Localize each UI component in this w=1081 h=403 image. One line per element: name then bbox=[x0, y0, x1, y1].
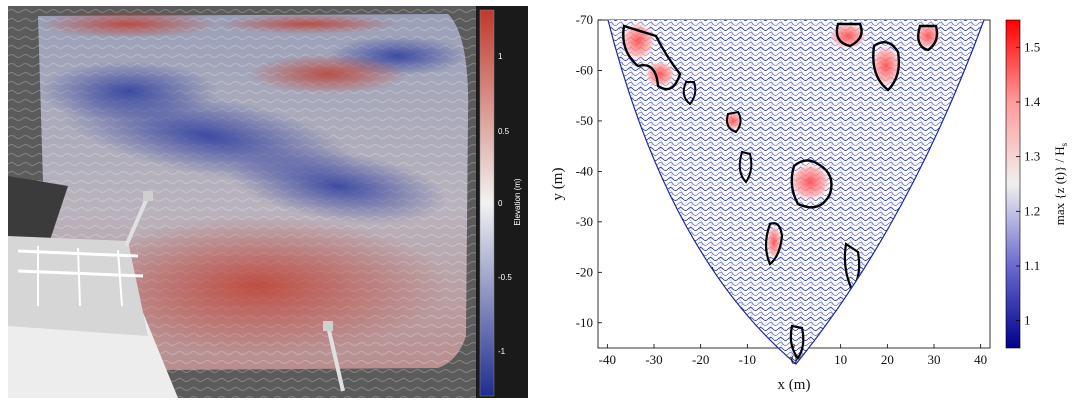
x-tick-label: -40 bbox=[599, 352, 616, 367]
y-tick-label: -10 bbox=[576, 315, 593, 330]
x-tick-label: 20 bbox=[881, 352, 894, 367]
plot-colorbar-label-sub: s bbox=[1059, 142, 1069, 146]
y-axis-label: y (m) bbox=[550, 168, 566, 201]
plot-colorbar-label: max {z (t)} / Hs bbox=[1052, 142, 1069, 225]
colorbar-tick-label: 1.3 bbox=[1024, 149, 1040, 164]
contour-plot-panel: -40 -30 -20 -10 0 10 20 30 40 -70 -60 -50 -40 -30 -20… bbox=[548, 6, 1078, 398]
x-tick-label: 40 bbox=[974, 352, 987, 367]
x-tick-label: 0 bbox=[791, 352, 798, 367]
y-tick-label: -50 bbox=[576, 113, 593, 128]
x-tick-label: -10 bbox=[739, 352, 756, 367]
x-axis: -40 -30 -20 -10 0 10 20 30 40 bbox=[599, 344, 987, 367]
plot-colorbar-ticks: 1.5 1.4 1.3 1.2 1.1 1 bbox=[1016, 39, 1041, 328]
y-tick-label: -20 bbox=[576, 264, 593, 279]
colorbar-tick-label: 1.4 bbox=[1024, 94, 1041, 109]
plot-colorbar-label-main: max {z (t)} / H bbox=[1052, 146, 1067, 225]
x-tick-label: -30 bbox=[645, 352, 662, 367]
photo-colorbar bbox=[479, 9, 495, 397]
colorbar-tick-label: 1.1 bbox=[1024, 258, 1040, 273]
photo-colorbar-tick-neg1: -1 bbox=[498, 347, 506, 356]
plot-colorbar bbox=[1005, 19, 1021, 349]
y-tick-label: -30 bbox=[576, 214, 593, 229]
photo-colorbar-label: Elevation (m) bbox=[513, 178, 522, 225]
y-axis: -70 -60 -50 -40 -30 -20 -10 bbox=[576, 12, 602, 330]
x-tick-label: 10 bbox=[834, 352, 847, 367]
y-tick-label: -60 bbox=[576, 62, 593, 77]
y-tick-label: -40 bbox=[576, 163, 593, 178]
photo-colorbar-tick-0: 0 bbox=[498, 199, 503, 208]
contour-plot: -40 -30 -20 -10 0 10 20 30 40 -70 -60 -50 -40 -30 -20… bbox=[550, 12, 1069, 393]
sea-surface-photo: 1 0.5 0 -0.5 -1 Elevation (m) bbox=[8, 6, 528, 398]
x-axis-label: x (m) bbox=[778, 377, 811, 393]
photo-colorbar-tick-neg0.5: -0.5 bbox=[498, 273, 512, 282]
photo-colorbar-tick-1: 1 bbox=[498, 52, 503, 61]
photo-colorbar-ticks: 1 0.5 0 -0.5 -1 bbox=[498, 52, 512, 356]
svg-text:max {z (t)} / Hs: max {z (t)} / Hs bbox=[1052, 142, 1069, 225]
colorbar-tick-label: 1 bbox=[1024, 313, 1031, 328]
photo-colorbar-tick-0.5: 0.5 bbox=[498, 127, 510, 136]
y-tick-label: -70 bbox=[576, 12, 593, 27]
sea-surface-photo-panel: 1 0.5 0 -0.5 -1 Elevation (m) bbox=[8, 6, 528, 398]
colorbar-tick-label: 1.5 bbox=[1024, 39, 1040, 54]
x-tick-label: 30 bbox=[928, 352, 941, 367]
x-tick-label: -20 bbox=[692, 352, 709, 367]
ship-deck-structure bbox=[8, 191, 345, 398]
colorbar-tick-label: 1.2 bbox=[1024, 203, 1040, 218]
